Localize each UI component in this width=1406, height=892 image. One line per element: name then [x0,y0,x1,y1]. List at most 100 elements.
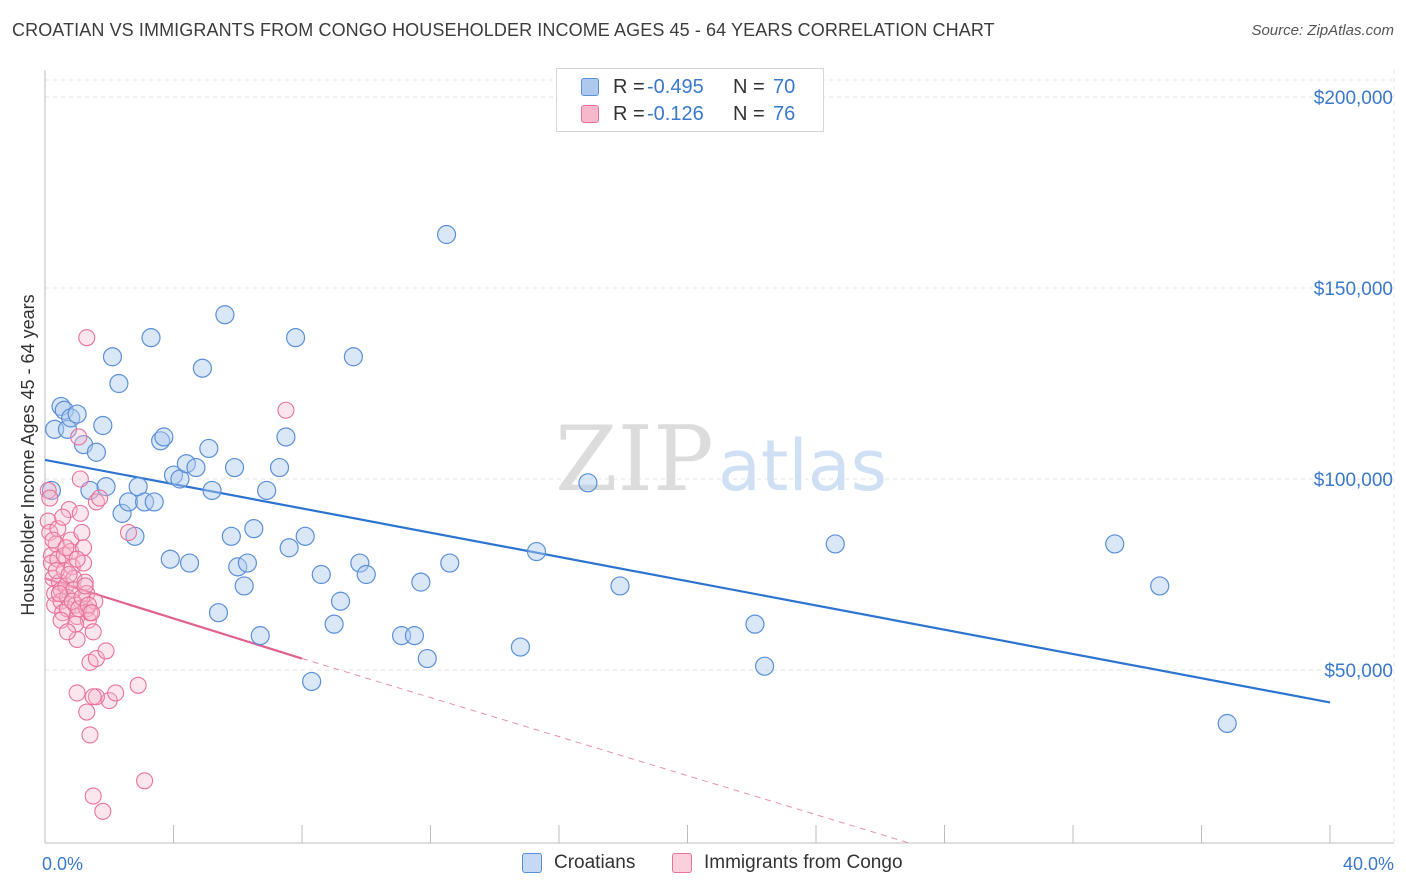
croatians-point [102,347,123,367]
croatians-point [244,519,264,539]
croatians-point [93,415,113,436]
source-label: Source: ZipAtlas.com [1251,22,1394,39]
correlation-legend: R = -0.495 N = 70 R = -0.126 N = 76 [556,68,824,132]
congo-point [97,642,115,660]
croatians-point [176,454,196,474]
croatians-point [215,305,235,325]
croatians-point [237,553,257,573]
croatians-point [257,480,277,501]
y-tick-label: $150,000 [1314,279,1393,300]
congo-point [58,623,77,641]
croatians-point [202,480,222,501]
croatians-point [1105,534,1125,554]
croatians-point [330,591,351,611]
croatians-point [343,347,363,367]
croatians-point [224,457,245,478]
croatians-point [118,492,139,512]
croatians-point [192,358,213,378]
congo-point [71,470,89,488]
congo-point [41,489,59,507]
croatians-point [269,457,290,478]
legend-item-croatians[interactable]: Croatians [522,852,635,874]
congo-point [81,726,99,744]
r-value: -0.126 [647,102,704,125]
croatians-point [754,656,775,676]
croatians-point [160,549,180,569]
congo-point [84,688,102,706]
croatians-point [179,553,200,573]
chart-title: CROATIAN VS IMMIGRANTS FROM CONGO HOUSEH… [12,20,995,40]
x-tick-label: 0.0% [42,854,83,874]
watermark-atlas: atlas [718,425,887,507]
n-value: 76 [773,102,796,125]
congo-point [84,787,102,805]
croatians-point [404,626,425,646]
croatians-point [250,626,270,646]
croatians-point [109,373,129,394]
croatians-point [279,538,299,558]
y-axis-label: Householder Income Ages 45 - 64 years [18,294,38,615]
congo-point [119,523,138,542]
croatians-point [186,457,206,478]
croatians-point [578,473,598,493]
congo-point [57,539,75,557]
data-points [39,224,1237,820]
legend-row-congo: R = -0.126 N = 76 [581,102,795,126]
legend-label-croatians: Croatians [554,852,636,873]
trend-lines [44,458,1331,844]
croatians-point [1217,713,1237,734]
x-tick-label: 40.0% [1343,854,1394,874]
croatians-point [67,404,87,424]
croatians-point [208,603,229,623]
croatians-point [440,553,460,573]
croatians-point [510,637,531,657]
axis-labels: $50,000 $100,000 $150,000 $200,000 0.0% 40.0%… [18,88,1394,874]
congo-point [107,684,125,702]
r-label: R = [613,75,645,98]
croatians-point [154,427,174,447]
axes [44,70,1394,844]
congo-point [84,623,102,641]
croatians-point [54,400,74,420]
congo-point [44,531,62,549]
congo-point [60,565,78,584]
croatians-point [134,492,155,512]
croatians-point [112,503,132,523]
congo-point [129,676,147,694]
y-tick-label: $50,000 [1324,661,1393,682]
watermark-zip: ZIP [555,407,714,512]
croatians-point [411,572,431,592]
croatians-point [276,427,296,447]
congo-point [73,523,91,542]
legend-item-congo[interactable]: Immigrants from Congo [672,852,903,874]
croatians-point [417,648,437,669]
congo-point [50,585,69,603]
n-value: 70 [773,75,796,98]
congo-point [71,504,89,522]
croatians-point [141,328,161,348]
congo-point [78,329,96,347]
croatians-point [745,614,765,634]
croatians-point [144,492,164,512]
congo-point [68,550,86,568]
croatians-point [324,614,344,634]
congo-point [47,562,65,580]
croatians-point [610,576,630,596]
croatians-point [302,671,322,692]
r-label: R = [613,102,645,125]
croatians-swatch [581,78,599,96]
congo-point [54,508,72,526]
congo-point [94,802,112,820]
croatians-point [228,557,248,577]
croatians-point [234,576,254,596]
congo-point [76,577,94,595]
congo-legend-swatch [672,853,692,873]
croatians-point [436,224,457,245]
croatians-point [356,564,376,585]
croatians-point [86,442,107,462]
congo-swatch [581,105,599,123]
n-label: N = [733,102,765,125]
croatians-point [285,328,306,348]
y-tick-label: $100,000 [1314,470,1393,491]
croatians-point [526,541,547,562]
